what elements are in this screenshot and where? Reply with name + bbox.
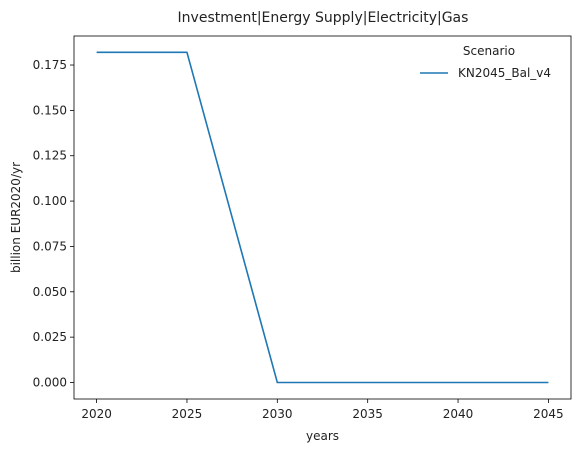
x-tick-label: 2025 <box>172 407 203 421</box>
legend: Scenario KN2045_Bal_v4 <box>420 44 551 80</box>
y-tick-label: 0.150 <box>33 103 67 117</box>
x-axis-label: years <box>306 429 339 443</box>
y-tick-label: 0.050 <box>33 285 67 299</box>
x-tick-label: 2035 <box>352 407 383 421</box>
x-tick-label: 2020 <box>81 407 112 421</box>
plot-area-frame <box>73 35 572 400</box>
x-tick-label: 2030 <box>262 407 293 421</box>
y-tick-label: 0.000 <box>33 375 67 389</box>
y-tick-label: 0.075 <box>33 239 67 253</box>
x-tick-label: 2045 <box>533 407 564 421</box>
y-tick-label: 0.125 <box>33 149 67 163</box>
y-axis-ticks: 0.000 0.025 0.050 0.075 0.100 0.125 0.150 0.175 <box>33 58 74 389</box>
y-tick-label: 0.175 <box>33 58 67 72</box>
legend-title: Scenario <box>463 44 515 58</box>
series-line <box>96 51 549 384</box>
y-axis-label: billion EUR2020/yr <box>9 162 23 273</box>
y-tick-label: 0.100 <box>33 194 67 208</box>
legend-items: KN2045_Bal_v4 <box>420 66 551 80</box>
x-tick-label: 2040 <box>443 407 474 421</box>
series-layer <box>96 51 549 384</box>
legend-label: KN2045_Bal_v4 <box>458 66 551 80</box>
x-axis-ticks: 2020 2025 2030 2035 2040 2045 <box>81 399 564 421</box>
y-tick-label: 0.025 <box>33 330 67 344</box>
chart-title: Investment|Energy Supply|Electricity|Gas <box>178 10 469 26</box>
